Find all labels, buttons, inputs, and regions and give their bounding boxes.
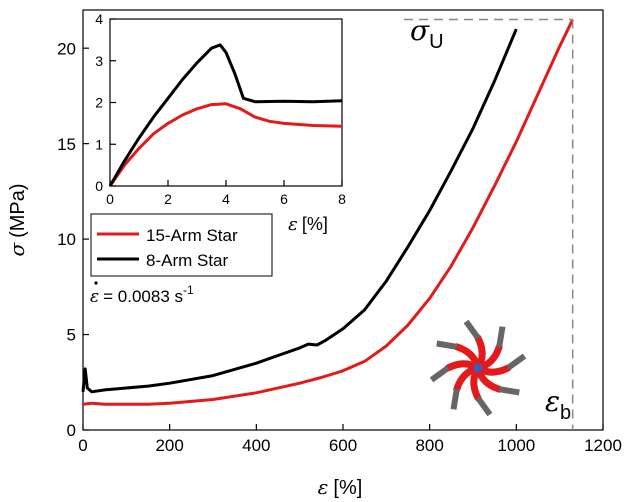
main-y-tick-label: 15 (57, 135, 76, 154)
main-x-tick-label: 800 (415, 436, 443, 455)
inset-series-group (108, 43, 343, 187)
star-arm-tip (450, 388, 460, 410)
legend-label-8-arm: 8-Arm Star (146, 251, 229, 270)
main-x-tick-label: 200 (155, 436, 183, 455)
star-arm-tip (475, 396, 493, 417)
main-series-15-arm-star (82, 18, 575, 406)
inset-x-tick-label: 2 (164, 191, 172, 207)
star-core (473, 363, 483, 373)
inset-series-8-arm-star (108, 43, 343, 187)
star-arm-tip (496, 326, 506, 348)
star-arm-tip (463, 319, 481, 340)
legend: 15-Arm Star 8-Arm Star (90, 213, 273, 277)
main-series-group (81, 18, 575, 406)
strain-rate-dot (94, 281, 98, 285)
strain-rate-note: ε = 0.0083 s-1 (90, 283, 194, 307)
main-y-tick-label: 5 (67, 326, 76, 345)
inset-series-15-arm-star (108, 102, 343, 187)
inset-y-tick-label: 1 (95, 136, 103, 152)
main-x-tick-label: 0 (78, 436, 87, 455)
inset-axis-ticks: 0 2 4 6 8 0 1 2 3 4 (95, 11, 346, 207)
main-x-tick-label: 1200 (584, 436, 622, 455)
main-y-tick-label: 0 (67, 421, 76, 440)
main-series-8-arm-star (81, 28, 518, 394)
inset-y-tick-label: 2 (95, 95, 103, 111)
main-x-tick-label: 400 (242, 436, 270, 455)
inset-x-axis-label: ε [%] (288, 214, 328, 235)
inset-y-tick-label: 3 (95, 53, 103, 69)
inset-x-tick-label: 0 (106, 191, 114, 207)
main-x-tick-label: 600 (329, 436, 357, 455)
legend-box (90, 213, 273, 277)
inset-y-tick-label: 0 (95, 178, 103, 194)
inset-y-tick-label: 4 (95, 11, 103, 27)
star-arm-tip (506, 353, 527, 371)
star-polymer-icon (429, 319, 527, 417)
main-x-axis-label: ε [%] (318, 475, 363, 499)
legend-label-15-arm: 15-Arm Star (146, 226, 238, 245)
sigma-u-label: σU (410, 14, 444, 53)
inset-x-tick-label: 6 (280, 191, 288, 207)
star-arm-tip (429, 365, 450, 383)
star-arm-tip (498, 386, 520, 396)
main-y-axis-label: σ(MPa) (5, 183, 29, 256)
star-arm-tip (436, 340, 458, 350)
inset-x-tick-label: 4 (222, 191, 230, 207)
inset-x-tick-label: 8 (338, 191, 346, 207)
eps-b-label: εb (545, 385, 571, 424)
main-y-tick-label: 20 (57, 39, 76, 58)
main-y-tick-label: 10 (57, 230, 76, 249)
main-x-tick-label: 1000 (497, 436, 535, 455)
